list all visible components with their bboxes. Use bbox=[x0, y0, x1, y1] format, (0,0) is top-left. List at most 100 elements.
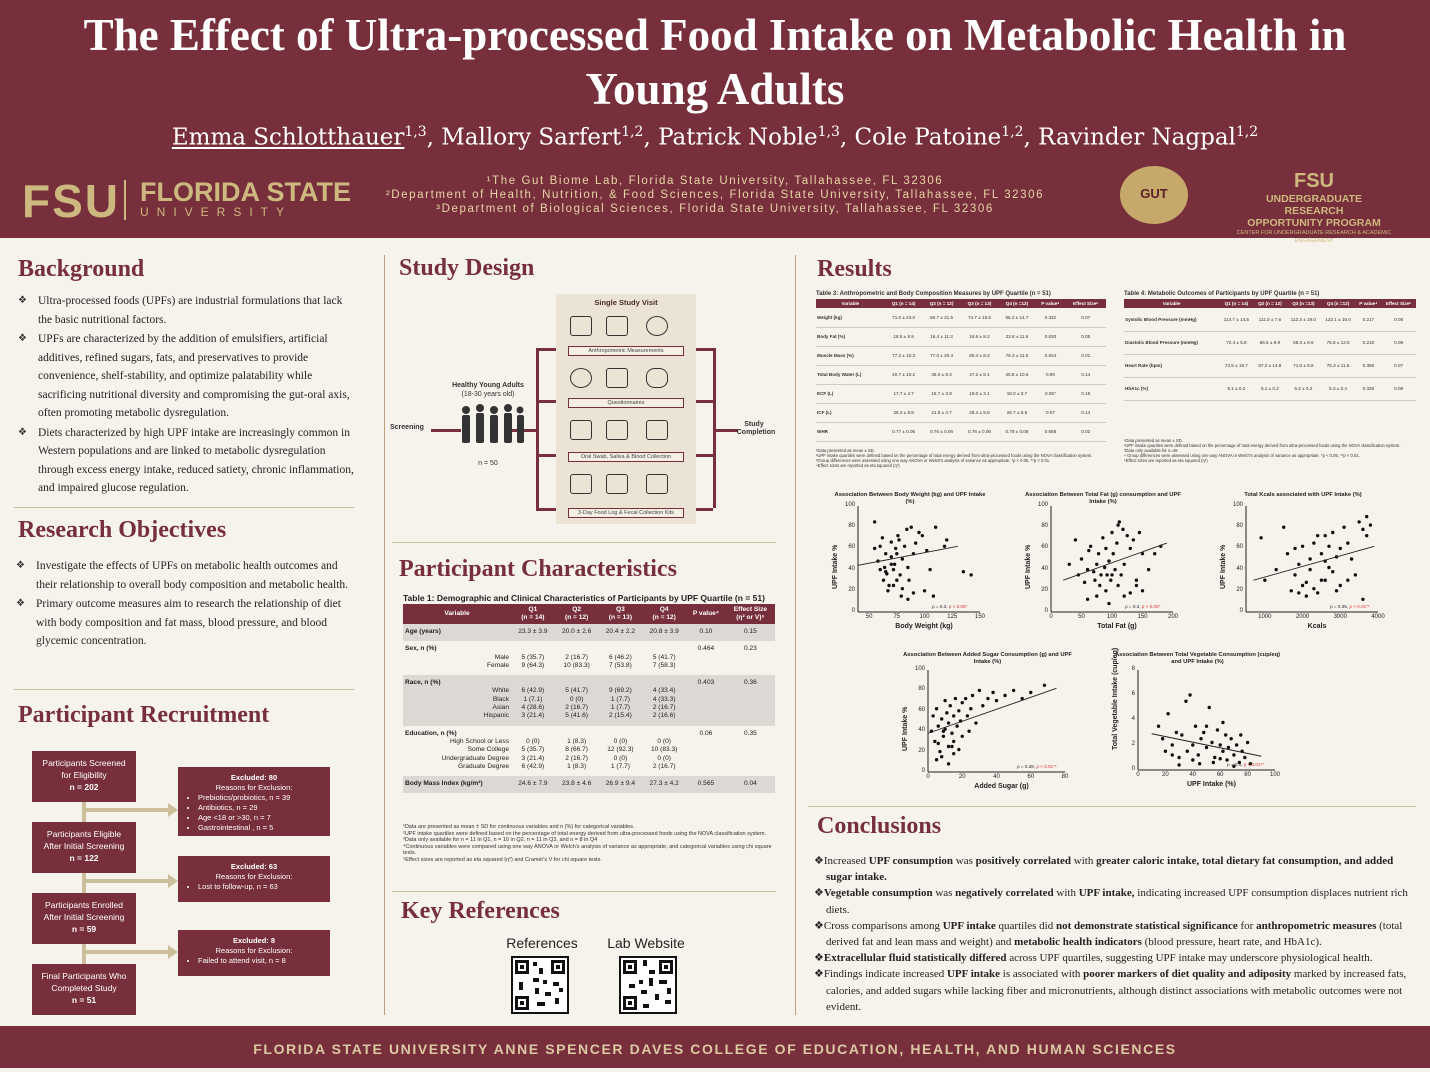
data-point bbox=[1199, 737, 1203, 741]
y-tick-label: 80 bbox=[1041, 523, 1048, 530]
table1-subrow: Hispanic 3 (21.4) 5 (41.6) 2 (15.4) 2 (16.6) bbox=[403, 712, 775, 721]
table-cell: 26.7 ± 6.8 bbox=[998, 403, 1036, 423]
data-point bbox=[900, 557, 905, 561]
table-cell bbox=[642, 726, 686, 738]
x-tick-label: 200 bbox=[1167, 614, 1178, 620]
data-point bbox=[1218, 743, 1222, 747]
table-cell: 24.6 ± 7.9 bbox=[511, 776, 555, 789]
table-cell: 0.76 ± 0.06 bbox=[960, 422, 999, 442]
subrow-label: Graduate Degree bbox=[458, 762, 509, 770]
table-cell: 5 (41.6) bbox=[554, 712, 599, 721]
trend-line bbox=[1253, 545, 1375, 581]
table-header-row: Variable Q1 (n = 14) Q2 (n = 12) Q3 (n = 13… bbox=[816, 299, 1106, 308]
table-row: Total Body Water (L) 40.7 ± 10.2 36.0 ± 8.… bbox=[816, 365, 1106, 385]
data-point bbox=[1116, 523, 1120, 527]
references-label[interactable]: References bbox=[506, 935, 578, 951]
header-banner: The Effect of Ultra-processed Food Intak… bbox=[0, 0, 1430, 244]
table-cell bbox=[686, 662, 726, 670]
data-point bbox=[925, 548, 929, 553]
table-cell: 0.630 bbox=[1035, 327, 1066, 347]
table-cell: 2 (16.7) bbox=[565, 754, 589, 762]
subrow-label: Asian bbox=[403, 704, 511, 713]
fsu-name: FLORIDA STATE bbox=[140, 177, 351, 207]
table-cell: 23.8 ± 11.6 bbox=[998, 327, 1036, 347]
table-header: Q1 (n = 14) bbox=[884, 299, 923, 308]
table-cell: 6 (42.9) bbox=[521, 762, 545, 770]
table-cell: 1 (8.3) bbox=[567, 737, 587, 745]
data-point bbox=[1342, 525, 1346, 529]
y-tick-label: 40 bbox=[1236, 565, 1243, 572]
author-list: Emma Schlotthauer1,3, Mallory Sarfert1,2… bbox=[171, 124, 1259, 151]
data-point bbox=[1166, 712, 1170, 716]
table-cell bbox=[725, 695, 775, 705]
visit-title: Single Study Visit bbox=[594, 298, 658, 307]
data-point bbox=[1119, 573, 1123, 577]
y-tick-label: 0 bbox=[921, 768, 925, 774]
data-point bbox=[1184, 699, 1188, 703]
data-point bbox=[1122, 594, 1126, 598]
participant-char-heading: Participant Characteristics bbox=[399, 556, 677, 582]
tube-icon bbox=[606, 420, 628, 440]
data-point bbox=[1095, 562, 1099, 566]
chart-plot bbox=[927, 670, 1065, 773]
data-point bbox=[1368, 523, 1373, 527]
table-cell: 80.4 ± 8.2 bbox=[960, 346, 999, 366]
table-note: ⁴ Group differences were assessed using … bbox=[1124, 453, 1360, 458]
data-point bbox=[986, 696, 990, 701]
y-tick-label: 100 bbox=[844, 502, 855, 508]
table-row: Heart Rate (bpm) 74.5 ± 15.7 87.2 ± 14.8 71… bbox=[1124, 354, 1416, 378]
y-tick-label: 80 bbox=[848, 523, 855, 530]
table-cell: Systolic Blood Pressure (mmHg) bbox=[1124, 308, 1220, 332]
table-cell: 0.15 bbox=[725, 624, 775, 637]
x-tick-label: 100 bbox=[919, 614, 930, 620]
table-cell: 0 (0) bbox=[554, 695, 599, 705]
data-point bbox=[1204, 745, 1209, 750]
data-point bbox=[1128, 591, 1132, 595]
table-cell bbox=[554, 675, 599, 688]
table-cell: 0.325 bbox=[1355, 377, 1382, 401]
table1-header: Q2 (n = 12) bbox=[554, 604, 599, 624]
spacer-cell bbox=[642, 720, 687, 726]
arrowhead bbox=[168, 945, 178, 959]
table-cell: 18.6 ± 8.2 bbox=[960, 327, 999, 347]
table-cell: 16.4 ± 11.3 bbox=[922, 327, 961, 347]
data-point bbox=[957, 747, 961, 752]
chart-title: Association Between Total Vegetable Cons… bbox=[1114, 652, 1281, 665]
footnote: ¹Data are presented as mean ± SD for con… bbox=[403, 824, 635, 830]
references-qr-code[interactable] bbox=[511, 956, 569, 1014]
table-cell: 5.3 ± 0.4 bbox=[1320, 377, 1356, 401]
table-cell: Weight (kg) bbox=[816, 308, 885, 328]
y-axis-label: UPF Intake % bbox=[832, 544, 839, 589]
table-cell: 6 (46.2) bbox=[609, 653, 632, 661]
data-point bbox=[1104, 546, 1108, 551]
data-point bbox=[1116, 583, 1120, 588]
uropp-logo: FSU UNDERGRADUATE RESEARCH OPPORTUNITY P… bbox=[1236, 170, 1392, 245]
table-header: Q4 (n =12) bbox=[1320, 299, 1356, 308]
table1-row: Education, n (%) 0.06 0.35 bbox=[403, 726, 775, 738]
data-point bbox=[895, 552, 899, 556]
table-cell: 9 (64.3) bbox=[521, 661, 545, 669]
table-cell: 66.5 ± 8.9 bbox=[1253, 331, 1287, 355]
y-tick-label: 40 bbox=[1041, 565, 1048, 572]
data-point bbox=[965, 714, 970, 718]
table-cell: 2 (16.7) bbox=[652, 762, 676, 770]
section-divider bbox=[14, 507, 354, 508]
table-header: P value⁴ bbox=[1035, 299, 1066, 308]
table-cell: 36.0 ± 8.4 bbox=[922, 365, 961, 385]
lab-website-label[interactable]: Lab Website bbox=[607, 935, 685, 951]
table-cell: 71.0 ± 9.8 bbox=[1286, 354, 1321, 378]
objective-item: Investigate the effects of UPFs on metab… bbox=[16, 557, 361, 594]
header-sub: (n = 12) bbox=[565, 614, 589, 621]
y-tick-label: 0 bbox=[1044, 608, 1048, 614]
x-tick-label: 100 bbox=[1106, 614, 1117, 620]
lab-website-qr-code[interactable] bbox=[619, 956, 677, 1014]
data-point bbox=[905, 527, 909, 532]
objective-item: Primary outcome measures aim to research… bbox=[16, 595, 361, 651]
table1-row: Sex, n (%) 0.464 0.23 bbox=[403, 641, 775, 653]
table4: Variable Q1 (n = 14) Q2 (n = 12) Q3 (n =13)… bbox=[1124, 299, 1416, 401]
table1-spacer bbox=[403, 720, 775, 726]
spacer-cell bbox=[403, 720, 511, 726]
data-point bbox=[1131, 538, 1136, 542]
data-point bbox=[1079, 557, 1084, 561]
table-cell: 5 (35.7) bbox=[521, 653, 545, 661]
